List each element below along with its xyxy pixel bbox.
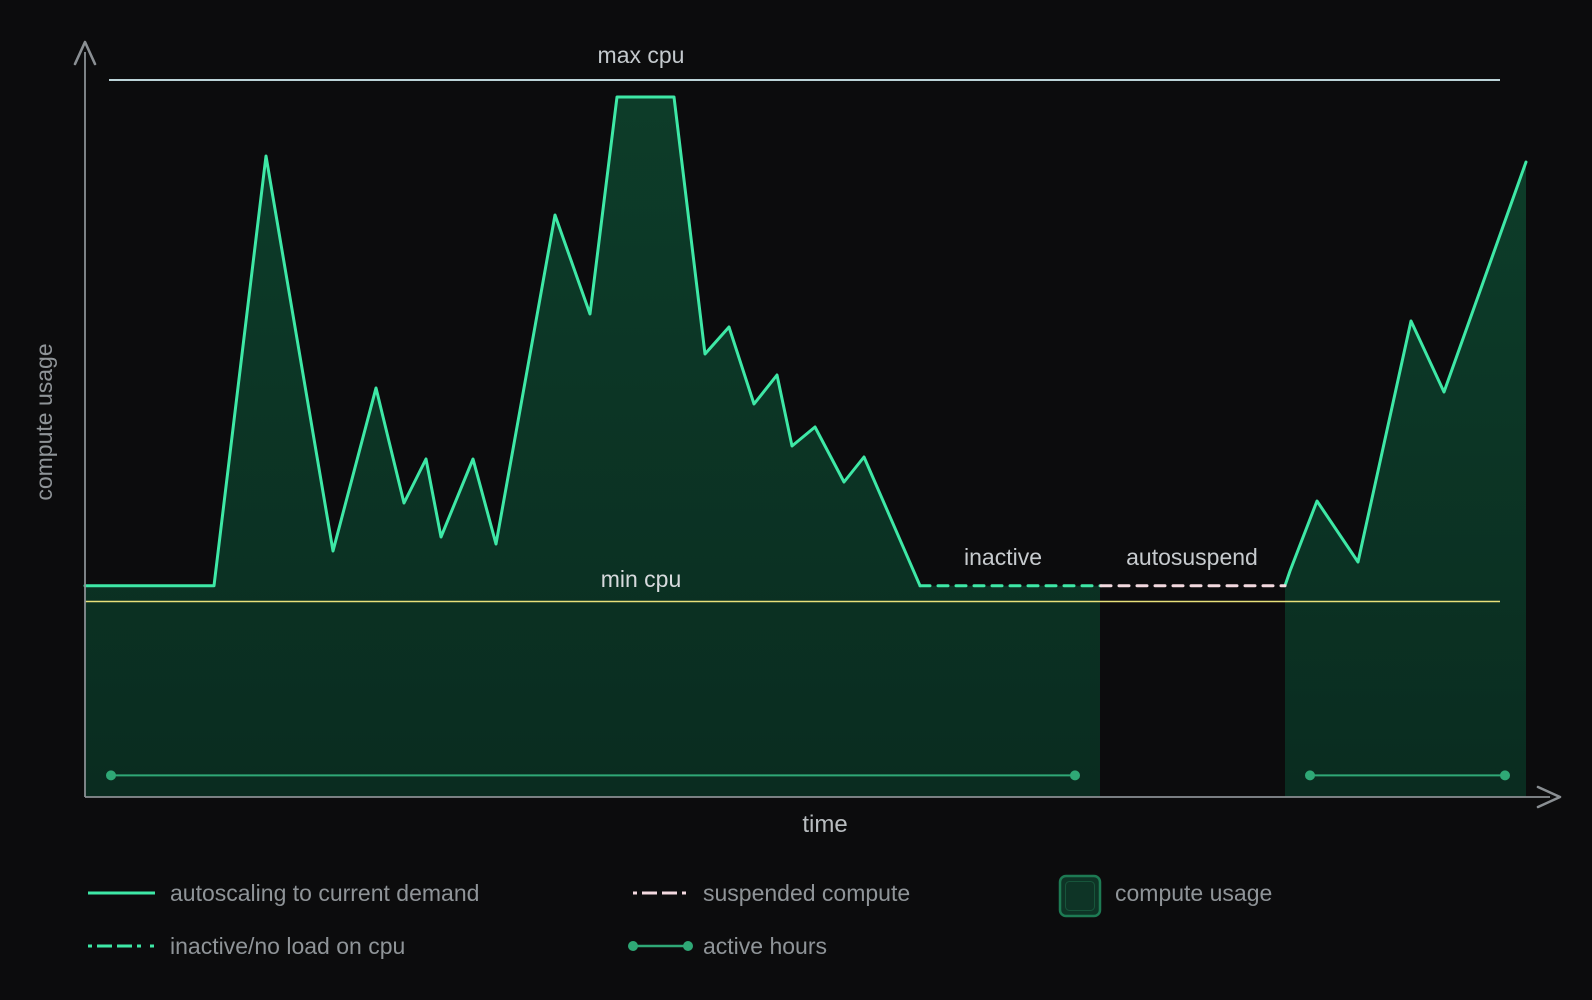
svg-text:inactive: inactive bbox=[964, 544, 1042, 570]
svg-text:active hours: active hours bbox=[703, 933, 827, 959]
svg-text:compute usage: compute usage bbox=[1115, 880, 1272, 906]
svg-text:inactive/no load on cpu: inactive/no load on cpu bbox=[170, 933, 405, 959]
svg-text:suspended compute: suspended compute bbox=[703, 880, 910, 906]
svg-text:min cpu: min cpu bbox=[601, 566, 682, 592]
svg-text:autosuspend: autosuspend bbox=[1126, 544, 1258, 570]
svg-text:max cpu: max cpu bbox=[598, 42, 685, 68]
svg-text:time: time bbox=[802, 811, 847, 838]
svg-text:compute usage: compute usage bbox=[31, 343, 57, 500]
svg-text:autoscaling to current demand: autoscaling to current demand bbox=[170, 880, 479, 906]
